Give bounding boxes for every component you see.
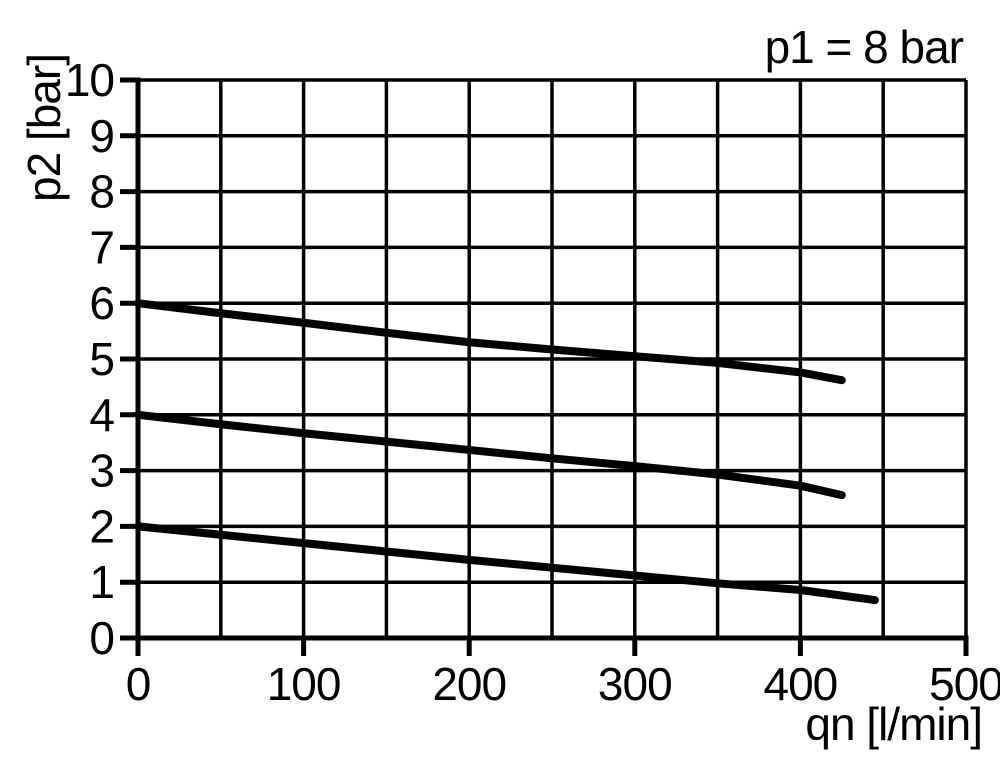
y-tick-label: 9 — [89, 110, 114, 162]
x-tick-label: 300 — [598, 658, 672, 710]
y-tick-label: 7 — [89, 221, 114, 273]
y-tick-label: 1 — [89, 556, 114, 608]
x-tick-label: 400 — [764, 658, 838, 710]
y-tick-label: 2 — [89, 500, 114, 552]
x-tick-label: 100 — [267, 658, 341, 710]
y-tick-label: 4 — [89, 389, 114, 441]
y-tick-label: 6 — [89, 277, 114, 329]
x-tick-label: 200 — [432, 658, 506, 710]
curve-outlet-pressure-setting-4-bar — [134, 410, 846, 500]
y-tick-label: 5 — [89, 333, 114, 385]
y-tick-label: 8 — [89, 166, 114, 218]
curve-outlet-pressure-setting-2-bar — [134, 522, 879, 605]
x-tick-label: 0 — [126, 658, 151, 710]
x-axis-title: qn [l/min] — [805, 698, 983, 750]
y-tick-label: 10 — [65, 54, 114, 106]
y-tick-label: 0 — [89, 612, 114, 664]
curve-outlet-pressure-setting-6-bar — [134, 299, 846, 385]
x-tick-label: 500 — [929, 658, 1000, 710]
y-axis-title: p2 [bar] — [18, 54, 70, 202]
y-tick-label: 3 — [89, 445, 114, 497]
chart-title: p1 = 8 bar — [764, 21, 964, 73]
